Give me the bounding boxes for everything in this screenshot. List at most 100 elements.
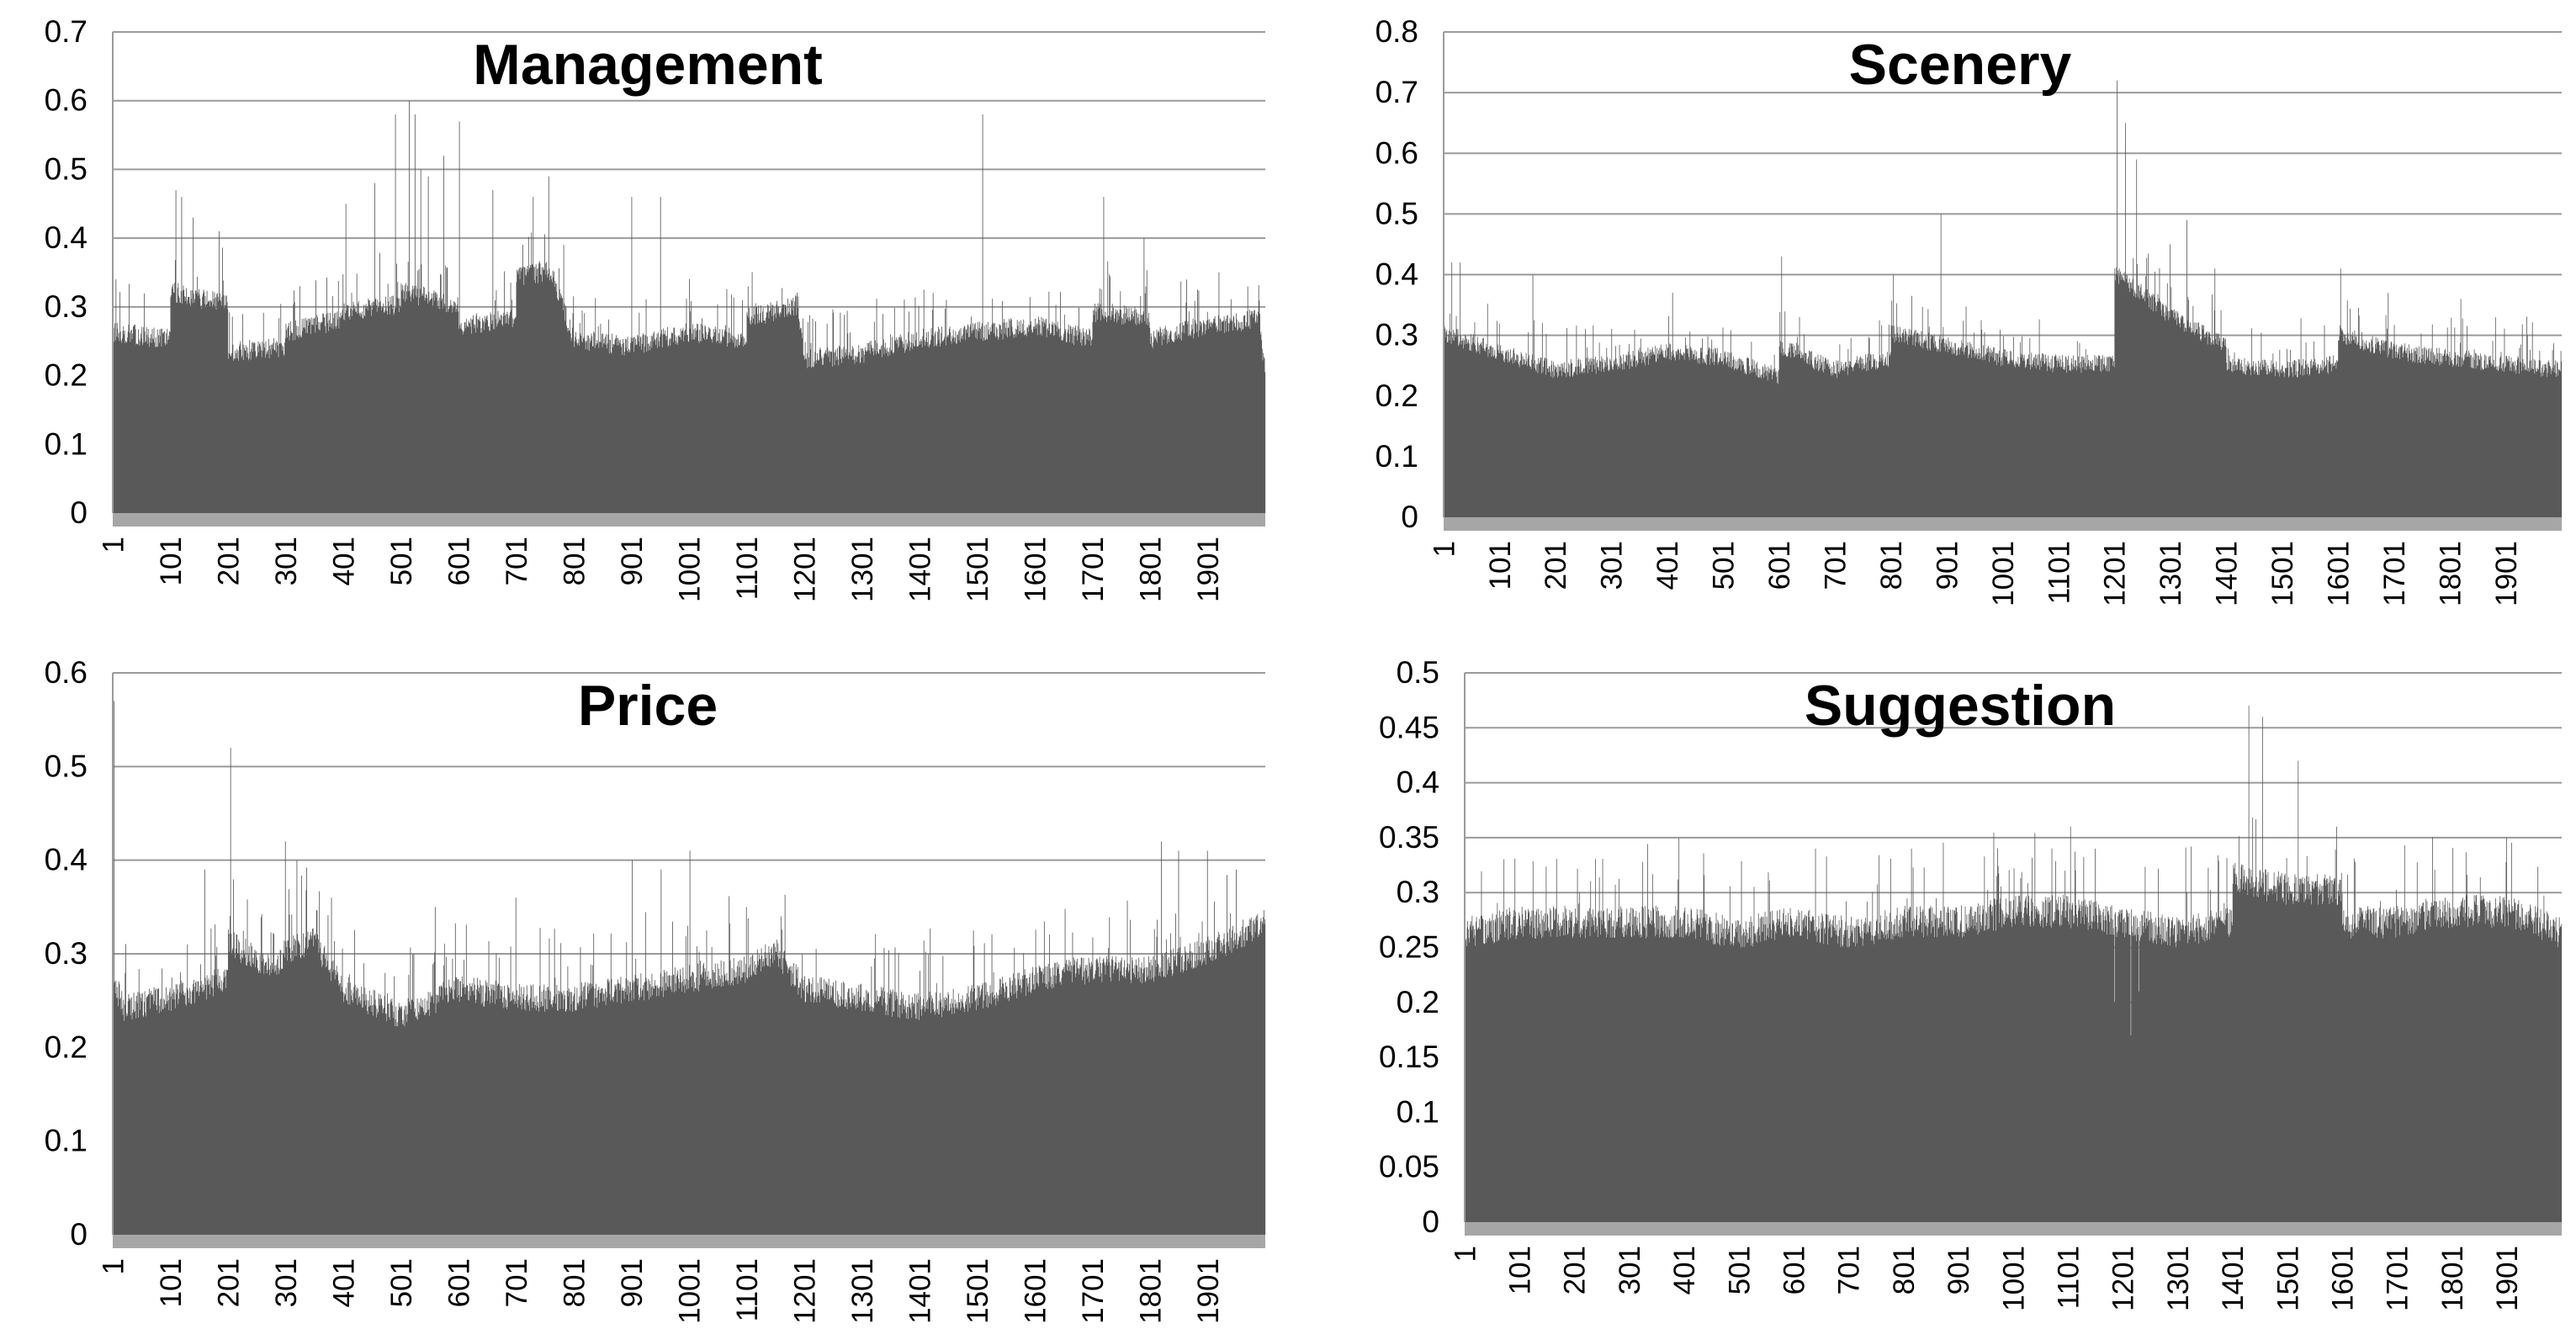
- y-tick-label: 0.5: [45, 151, 87, 186]
- y-tick-label: 0.1: [1397, 1094, 1439, 1129]
- chart-svg-price: 00.10.20.30.40.50.61 101 201 301 401 501 601 70…: [45, 655, 1266, 1324]
- x-tick-label: 1901: [2490, 541, 2523, 606]
- x-tick-label: 1301: [2155, 541, 2187, 606]
- x-tick-label: 1701: [1077, 537, 1110, 602]
- x-tick-label: 401: [1668, 1246, 1701, 1294]
- chart-panel-management: 0 0.1 0.2 0.3 0.4 0.5 0.6 0.7 1 101 201 301 401 501 60…: [0, 0, 1283, 602]
- y-tick-label: 0.6: [45, 83, 87, 118]
- y-tick-label: 0.6: [1375, 135, 1418, 170]
- y-tick-label: 0.6: [45, 655, 87, 690]
- bar-series: [1465, 706, 2563, 1222]
- x-tick-label: 801: [558, 537, 591, 585]
- x-tick-label: 801: [558, 1258, 591, 1307]
- y-tick-label: 0.05: [1379, 1150, 1439, 1184]
- x-tick-label: 501: [385, 1258, 418, 1307]
- x-tick-label: 701: [1819, 541, 1852, 590]
- x-tick-label: 1601: [1019, 537, 1052, 602]
- x-tick-label: 1101: [2043, 541, 2075, 604]
- x-tick-label: 1801: [1134, 1258, 1167, 1324]
- y-tick-label: 0: [70, 495, 87, 530]
- x-axis-floor: [113, 513, 1265, 527]
- y-tick-label: 0.25: [1379, 930, 1439, 965]
- x-axis-floor: [113, 1235, 1265, 1248]
- x-tick-label: 1601: [2323, 541, 2356, 606]
- x-tick-label: 601: [1778, 1246, 1811, 1294]
- x-tick-label: 1301: [846, 1258, 879, 1324]
- y-tick-label: 0.7: [45, 14, 87, 49]
- x-tick-label: 201: [212, 1258, 245, 1307]
- y-tick-label: 0.1: [1375, 439, 1418, 474]
- x-tick-label: 201: [1559, 1246, 1592, 1294]
- x-tick-label: 101: [155, 537, 188, 585]
- chart-title-management: Management: [473, 33, 823, 97]
- x-tick-label: 901: [616, 1258, 649, 1307]
- x-tick-label: 1: [97, 537, 130, 553]
- y-tick-label: 0.15: [1379, 1040, 1439, 1074]
- y-tick-label: 0: [1401, 500, 1418, 534]
- y-tick-label: 0.2: [1375, 378, 1418, 413]
- y-tick-label: 0.2: [45, 358, 87, 393]
- x-tick-label: 1901: [1192, 1258, 1225, 1324]
- bar-series: [113, 701, 1266, 1235]
- x-tick-label: 1101: [731, 1258, 764, 1321]
- x-tick-label: 401: [1651, 541, 1684, 590]
- x-tick-label: 1001: [1987, 541, 2020, 606]
- x-tick-label: 1401: [904, 1258, 936, 1324]
- chart-title-suggestion: Suggestion: [1804, 674, 2117, 738]
- y-tick-label: 0.3: [45, 936, 87, 971]
- x-tick-label: 201: [212, 537, 245, 585]
- x-tick-label: 1101: [2053, 1246, 2086, 1309]
- x-tick-label: 401: [327, 537, 360, 585]
- x-tick-label: 1: [1449, 1246, 1481, 1262]
- x-tick-label: 1701: [2382, 1246, 2414, 1311]
- x-tick-label: 501: [385, 537, 418, 585]
- bars: [113, 701, 1266, 1235]
- y-tick-label: 0.1: [45, 426, 87, 461]
- x-tick-label: 301: [1614, 1246, 1646, 1294]
- chart-svg-scenery: 00.10.20.30.40.50.60.70.81 101 201 301 401 50…: [1375, 14, 2563, 606]
- x-tick-label: 1: [1428, 541, 1460, 557]
- x-tick-label: 1201: [2099, 541, 2132, 606]
- x-axis-floor: [1465, 1222, 2562, 1236]
- x-tick-label: 201: [1540, 541, 1572, 590]
- x-tick-label: 1201: [2107, 1246, 2140, 1311]
- chart-title-price: Price: [577, 674, 718, 738]
- y-tick-label: 0.2: [1397, 985, 1439, 1019]
- x-tick-label: 901: [616, 537, 649, 585]
- x-tick-label: 901: [1943, 1246, 1975, 1294]
- x-tick-label: 801: [1875, 541, 1908, 590]
- bars: [1444, 80, 2563, 517]
- x-tick-label: 1201: [788, 537, 821, 602]
- x-tick-label: 1801: [2434, 541, 2467, 606]
- x-tick-label: 1601: [2327, 1246, 2360, 1311]
- bar-series: [113, 100, 1266, 514]
- y-tick-label: 0: [1422, 1204, 1439, 1239]
- x-tick-label: 1801: [2436, 1246, 2469, 1311]
- x-tick-label: 101: [1484, 541, 1517, 590]
- y-tick-label: 0.5: [1397, 655, 1439, 690]
- x-tick-label: 301: [1596, 541, 1629, 590]
- x-tick-label: 1401: [2217, 1246, 2250, 1311]
- x-tick-label: 1101: [731, 537, 764, 600]
- y-tick-label: 0.3: [1375, 318, 1418, 352]
- x-tick-label: 601: [443, 1258, 475, 1307]
- chart-svg-suggestion: 00.050.10.150.20.250.30.350.40.450.51 101…: [1379, 655, 2563, 1311]
- x-tick-label: 1701: [1077, 1258, 1110, 1324]
- x-tick-label: 401: [327, 1258, 360, 1307]
- x-tick-label: 501: [1708, 541, 1741, 590]
- y-tick-label: 0.45: [1379, 710, 1439, 744]
- x-tick-label: 1401: [904, 537, 936, 602]
- y-tick-label: 0.7: [1375, 75, 1418, 109]
- y-tick-label: 0.4: [1397, 765, 1439, 800]
- x-tick-label: 1801: [1134, 537, 1167, 602]
- x-axis-floor: [1444, 517, 2562, 531]
- x-tick-label: 1001: [673, 1258, 706, 1324]
- x-tick-label: 901: [1931, 541, 1964, 590]
- bars: [1465, 706, 2563, 1222]
- x-tick-label: 301: [270, 537, 303, 585]
- x-tick-label: 801: [1888, 1246, 1921, 1294]
- x-tick-label: 1501: [2266, 541, 2299, 606]
- y-tick-label: 0.4: [1375, 257, 1418, 292]
- x-tick-label: 1001: [673, 537, 706, 602]
- x-tick-label: 1901: [2491, 1246, 2524, 1311]
